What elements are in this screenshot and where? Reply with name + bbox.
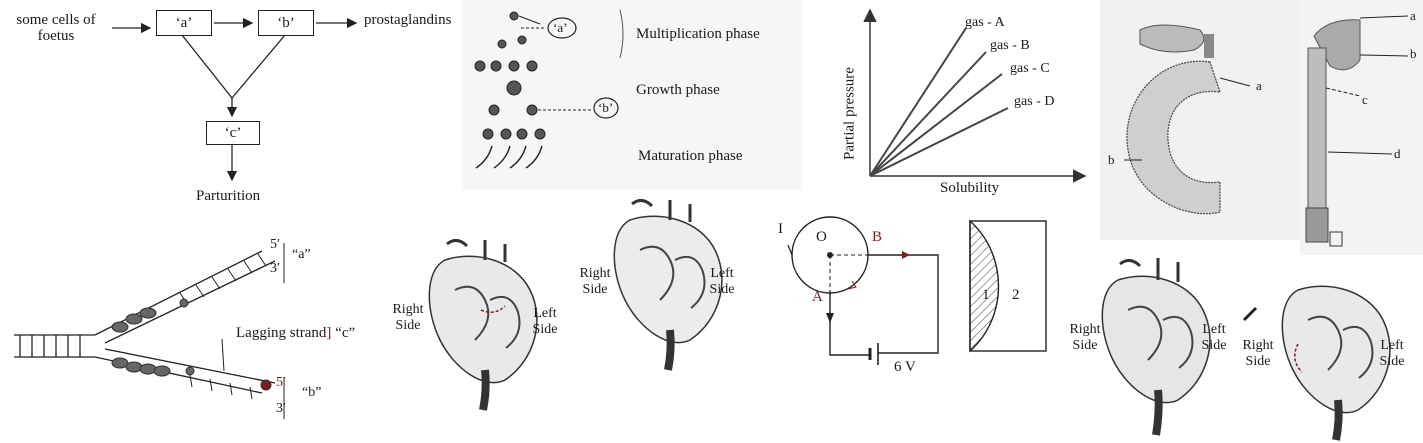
heart1-right-side: Right Side <box>392 302 424 333</box>
sperm-marker-b: ‘b’ <box>598 100 614 115</box>
heart-panel-3: Right Side Left Side <box>1060 240 1240 440</box>
flow-source: some cells of foetus <box>16 12 96 44</box>
top-5prime: 5′ <box>270 237 281 252</box>
bottom-5prime: 5′ <box>276 375 287 390</box>
heart3-right-side: Right Side <box>1069 322 1101 353</box>
strand-label-b: “b” <box>302 385 322 400</box>
top-3prime: 3′ <box>270 261 281 276</box>
flowchart-panel: some cells of foetus ‘a’ ‘b’ prostagland… <box>0 0 460 215</box>
organ-label-b: b <box>1108 152 1115 167</box>
arm-panel: a b c d <box>1300 0 1423 255</box>
heart4-right-side: Right Side <box>1242 338 1274 369</box>
gas-chart-ylabel: Partial pressure <box>841 67 858 160</box>
organ-label-a: a <box>1256 78 1262 93</box>
heart4-left-side: Left Side <box>1379 338 1405 369</box>
flow-box-b: ‘b’ <box>258 10 314 36</box>
flow-result: Parturition <box>196 188 261 204</box>
heart2-left-side: Left Side <box>709 266 735 297</box>
replication-panel: 5′ 3′ “a” Lagging strand] “c” 5′ 3′ “b” <box>0 225 400 443</box>
regions-panel: 1 2 <box>960 215 1060 365</box>
sperm-marker-a: ‘a’ <box>553 20 568 35</box>
flow-arrows <box>112 17 358 182</box>
arm-label-d: d <box>1394 146 1401 161</box>
circuit-diagram <box>787 216 939 365</box>
heart2-right-side: Right Side <box>579 266 611 297</box>
region-2-label: 2 <box>1012 287 1020 303</box>
strand-label-a: “a” <box>292 247 311 262</box>
circuit-point-a: A <box>812 289 823 305</box>
gas-chart-xlabel: Solubility <box>940 180 1000 196</box>
gas-b-label: gas - B <box>990 38 1030 53</box>
circuit-point-b: B <box>872 229 883 245</box>
phase-multiplication: Multiplication phase <box>636 26 760 42</box>
flow-box-c: ‘c’ <box>206 121 260 145</box>
heart-panel-2: Right Side Left Side <box>570 190 755 375</box>
arm-label-c: c <box>1362 92 1368 107</box>
gas-a-line <box>869 27 967 177</box>
heart3-left-side: Left Side <box>1201 322 1227 353</box>
bottom-3prime: 3′ <box>276 401 287 416</box>
flow-box-a: ‘a’ <box>156 10 212 36</box>
organ-panel: a b <box>1100 0 1300 240</box>
replication-fork <box>14 243 285 419</box>
regions-diagram <box>969 219 1047 353</box>
arm-label-b: b <box>1410 46 1417 61</box>
organ-illustration <box>1124 24 1251 215</box>
heart-illustration-1 <box>428 239 538 411</box>
gas-c-label: gas - C <box>1010 61 1050 76</box>
spermatogenesis-panel: ‘a’ ‘b’ Multiplication phase Growth phas… <box>462 0 802 190</box>
heart-illustration-4 <box>1242 285 1391 441</box>
arm-illustration <box>1305 15 1409 247</box>
gas-d-line <box>869 107 1009 177</box>
circuit-center-label: O <box>816 229 827 245</box>
gas-a-label: gas - A <box>965 15 1005 30</box>
region-1-label: 1 <box>982 287 990 303</box>
gas-d-label: gas - D <box>1014 94 1055 109</box>
flow-output: prostaglandins <box>364 12 452 28</box>
heart-panel-4: Right Side Left Side <box>1238 260 1423 443</box>
circuit-battery-label: 6 V <box>894 359 916 375</box>
circuit-panel: I O B A 6 V <box>770 215 950 385</box>
gas-c-line <box>869 73 1003 177</box>
heart1-left-side: Left Side <box>532 306 558 337</box>
lagging-strand-text: Lagging strand] “c” <box>236 325 356 341</box>
phase-maturation: Maturation phase <box>638 148 743 164</box>
heart-panel-1: Right Side Left Side <box>385 230 570 415</box>
heart-illustration-3 <box>1101 258 1211 436</box>
cell-illustration <box>474 9 624 169</box>
arm-label-a: a <box>1410 8 1416 23</box>
phase-growth: Growth phase <box>636 82 720 98</box>
circuit-current-label: I <box>778 221 783 237</box>
gas-chart-panel: Partial pressure Solubility gas - A gas … <box>830 0 1095 200</box>
gas-b-line <box>869 51 987 177</box>
heart-illustration-2 <box>613 199 723 371</box>
gas-chart <box>863 8 1087 183</box>
